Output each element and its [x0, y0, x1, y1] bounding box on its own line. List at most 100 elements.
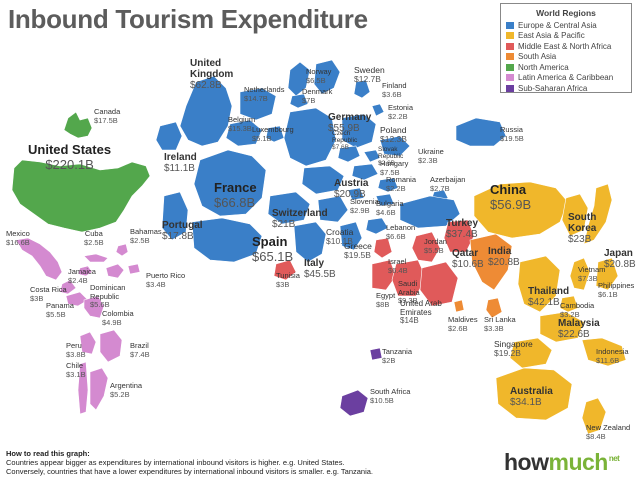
shape-indonesia	[581, 337, 627, 367]
legend-label: North America	[518, 62, 569, 72]
label-argentina: Argentina $5.2B	[110, 381, 143, 399]
legend-label: Sub-Saharan Africa	[518, 83, 588, 93]
shape-philippines	[595, 257, 619, 291]
legend-swatch	[506, 21, 514, 29]
shape-netherlands	[239, 87, 277, 121]
label-canada: Canada $17.5B	[94, 107, 121, 125]
legend-item: East Asia & Pacific	[506, 31, 626, 42]
shape-norway	[287, 61, 311, 97]
legend: World Regions Europe & Central Asia East…	[500, 3, 632, 93]
shape-slovak	[363, 149, 381, 163]
label-azerbaijan: Azerbaijan $2.7B	[430, 175, 466, 193]
legend-swatch	[506, 53, 514, 61]
legend-item: North America	[506, 62, 626, 73]
shape-finland	[353, 79, 371, 99]
label-philippines: Philippines $6.1B	[598, 281, 635, 299]
shape-uae	[419, 261, 459, 307]
label-poland: Poland $12.3B	[380, 125, 407, 144]
label-vietnam: Vietnam $7.3B	[578, 265, 606, 283]
shape-south-africa	[339, 389, 369, 417]
label-slovak: Slovak Republic $2.6B	[378, 146, 404, 167]
label-tunisia: Tunisia $3B	[276, 271, 300, 289]
label-usa: United States $220.1B	[28, 142, 112, 172]
label-japan: Japan $20.8B	[604, 248, 636, 270]
shape-germany	[283, 107, 337, 167]
label-bulgaria: Bulgaria $4.6B	[376, 199, 404, 217]
label-sweden: Sweden $12.7B	[354, 65, 385, 84]
label-costa-rica: Costa Rica $3B	[30, 285, 67, 303]
shape-vietnam	[569, 257, 591, 291]
label-thailand: Thailand $42.1B	[528, 286, 570, 308]
shape-greece	[339, 221, 363, 251]
legend-item: Sub-Saharan Africa	[506, 83, 626, 94]
shape-saudi	[391, 259, 427, 297]
legend-label: East Asia & Pacific	[518, 31, 585, 41]
shape-china	[473, 181, 569, 239]
shape-denmark	[289, 93, 309, 109]
label-denmark: Denmark $7B	[302, 87, 333, 105]
label-malaysia: Malaysia $22.6B	[558, 318, 600, 340]
legend-label: Middle East & North Africa	[518, 41, 612, 51]
shape-czech	[337, 145, 361, 163]
legend-label: South Asia	[518, 52, 557, 62]
shape-bulgaria	[375, 193, 395, 207]
label-mexico: Mexico $16.6B	[6, 229, 30, 247]
shape-maldives	[453, 299, 465, 313]
label-chile: Chile $3.1B	[66, 361, 86, 379]
label-luxembourg: Luxembourg $5.1B	[252, 125, 294, 143]
label-norway: Norway $6.5B	[306, 67, 332, 85]
shape-japan	[583, 183, 613, 245]
shape-croatia	[317, 195, 349, 223]
shape-singapore	[509, 337, 553, 369]
legend-title: World Regions	[536, 8, 596, 18]
label-romania: Romania $2.2B	[386, 175, 417, 193]
label-france: France $66.8B	[214, 180, 257, 210]
shape-turkey	[399, 195, 461, 229]
label-russia: Russia $19.5B	[500, 125, 524, 143]
shape-spain	[191, 217, 263, 263]
label-bahamas: Bahamas $2.5B	[130, 227, 162, 245]
shape-hungary	[351, 163, 379, 181]
label-uae: United Arab Emirates $14B	[400, 299, 442, 325]
label-sri-lanka: Sri Lanka $3.3B	[484, 315, 516, 333]
legend-item: South Asia	[506, 52, 626, 63]
label-south-korea: South Korea $23B	[568, 212, 597, 245]
label-brazil: Brazil $7.4B	[130, 341, 150, 359]
label-ukraine: Ukraine $2.3B	[418, 147, 444, 165]
shape-usa	[11, 159, 151, 233]
how-to-line-1: Countries appear bigger as expenditures …	[6, 458, 345, 467]
label-belgium: Belgium $15.3B	[228, 115, 256, 133]
shape-slovenia	[347, 187, 365, 201]
label-israel: Israel $6.4B	[388, 257, 408, 275]
label-spain: Spain $65.1B	[252, 234, 294, 264]
label-slovenia: Slovenia $2.9B	[350, 197, 379, 215]
label-south-africa: South Africa $10.5B	[370, 387, 411, 405]
label-maldives: Maldives $2.6B	[448, 315, 478, 333]
label-uk: United Kingdom $62.8B	[190, 58, 234, 91]
shape-tunisia	[273, 259, 297, 281]
label-tanzania: Tanzania $2B	[382, 347, 413, 365]
label-czech: Czech Republic $7.6B	[332, 130, 358, 151]
shape-canada	[63, 111, 93, 139]
legend-label: Europe & Central Asia	[518, 20, 597, 30]
legend-label: Latin America & Caribbean	[518, 73, 614, 83]
shape-argentina	[89, 367, 109, 411]
label-india: India $20.8B	[488, 246, 520, 268]
shape-peru	[79, 331, 97, 355]
shape-costa-rica	[59, 279, 77, 295]
label-cuba: Cuba $2.5B	[84, 229, 104, 247]
legend-swatch	[506, 74, 514, 82]
shape-malaysia	[539, 311, 585, 343]
legend-swatch	[506, 32, 514, 40]
shape-bahamas	[115, 243, 129, 257]
shape-italy	[293, 221, 327, 263]
shape-russia	[455, 117, 507, 147]
label-new-zealand: New Zealand $8.4B	[586, 423, 631, 441]
label-netherlands: Netherlands $14.7B	[244, 85, 285, 103]
label-cambodia: Cambodia $3.2B	[560, 301, 595, 319]
label-peru: Peru $3.8B	[66, 341, 86, 359]
shape-australia	[495, 367, 573, 421]
label-germany: Germany $55.9B	[328, 112, 372, 134]
label-qatar: Qatar $10.6B	[452, 248, 484, 270]
